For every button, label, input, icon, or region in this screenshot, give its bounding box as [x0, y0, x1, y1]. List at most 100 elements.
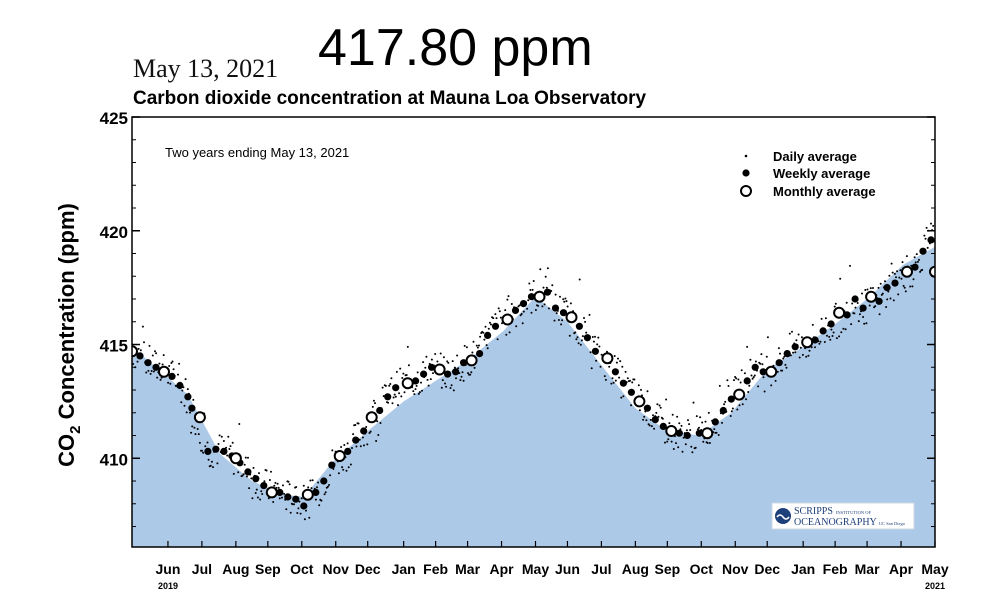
daily-point	[818, 342, 821, 345]
daily-point	[713, 428, 716, 431]
x-tick-label: Nov	[722, 561, 749, 577]
daily-point	[835, 337, 838, 340]
current-co2-reading: 417.80 ppm	[318, 19, 593, 77]
weekly-point	[244, 468, 252, 476]
daily-point	[177, 373, 179, 376]
daily-point	[583, 317, 585, 319]
daily-point	[830, 328, 833, 331]
daily-point	[231, 441, 234, 444]
daily-point	[630, 404, 633, 407]
weekly-point	[783, 350, 791, 358]
daily-point	[598, 345, 601, 348]
daily-point	[243, 463, 246, 466]
daily-point	[923, 234, 926, 237]
daily-point	[445, 385, 448, 388]
x-tick-label: Feb	[823, 561, 848, 577]
daily-point	[676, 415, 679, 418]
daily-point	[272, 501, 275, 503]
daily-point	[643, 415, 646, 418]
daily-point	[519, 314, 522, 317]
daily-point	[349, 463, 352, 466]
daily-point	[467, 372, 469, 375]
daily-point	[656, 403, 659, 406]
daily-point	[890, 262, 893, 265]
daily-point	[921, 268, 924, 271]
weekly-point	[320, 477, 328, 485]
daily-point	[504, 309, 507, 312]
daily-point	[650, 425, 653, 428]
daily-point	[738, 404, 741, 407]
logo-line1-main: SCRIPPS	[794, 506, 833, 517]
daily-point	[626, 377, 629, 380]
daily-point	[865, 322, 868, 325]
daily-point	[723, 403, 726, 406]
daily-point	[580, 339, 583, 342]
daily-point	[932, 224, 935, 227]
daily-point	[283, 492, 286, 495]
daily-point	[897, 293, 900, 296]
daily-point	[838, 335, 841, 338]
daily-point	[192, 398, 195, 401]
weekly-point	[695, 429, 703, 437]
daily-point	[152, 370, 155, 373]
weekly-point	[176, 381, 184, 390]
daily-point	[446, 360, 449, 363]
daily-point	[259, 498, 262, 501]
daily-point	[341, 466, 344, 469]
daily-point	[395, 370, 398, 373]
daily-point	[589, 351, 592, 354]
weekly-point	[328, 461, 336, 469]
daily-point	[624, 370, 627, 373]
daily-point	[845, 301, 848, 304]
daily-point	[143, 341, 145, 344]
daily-point	[432, 372, 434, 375]
x-year-label: 2019	[158, 581, 178, 591]
daily-point	[484, 325, 487, 328]
daily-point	[591, 336, 594, 338]
daily-point	[704, 420, 707, 423]
daily-point	[351, 447, 353, 449]
daily-point	[397, 404, 399, 407]
daily-point	[394, 395, 397, 398]
monthly-point	[801, 336, 814, 349]
daily-point	[851, 302, 854, 305]
daily-point	[688, 423, 691, 426]
daily-point	[288, 483, 291, 486]
daily-point	[372, 399, 375, 402]
daily-point	[162, 354, 165, 357]
x-tick-label: Nov	[323, 561, 350, 577]
daily-point	[579, 343, 582, 346]
daily-point	[352, 433, 355, 436]
daily-point	[478, 344, 480, 347]
daily-point	[158, 362, 161, 365]
daily-point	[156, 376, 159, 379]
daily-point	[412, 390, 415, 393]
daily-point	[903, 286, 906, 289]
daily-point	[774, 379, 777, 382]
daily-point	[320, 499, 323, 502]
daily-point	[151, 354, 154, 357]
weekly-point	[811, 336, 819, 344]
daily-point	[794, 351, 797, 354]
chart-title: Carbon dioxide concentration at Mauna Lo…	[133, 88, 647, 109]
x-tick-label: Dec	[754, 561, 780, 577]
daily-point	[149, 372, 152, 375]
daily-point	[561, 319, 564, 322]
daily-point	[260, 490, 263, 493]
daily-point	[450, 384, 453, 387]
daily-point	[864, 289, 867, 291]
y-tick-label: 425	[100, 109, 128, 128]
daily-point	[564, 297, 567, 300]
daily-point	[365, 426, 368, 428]
daily-point	[610, 382, 613, 385]
daily-point	[391, 402, 394, 405]
daily-point	[543, 303, 546, 306]
daily-point	[675, 442, 677, 445]
daily-point	[590, 367, 593, 370]
daily-point	[342, 468, 345, 471]
daily-point	[417, 392, 420, 395]
weekly-point	[875, 297, 883, 305]
daily-point	[405, 374, 408, 376]
daily-point	[899, 269, 902, 272]
daily-point	[407, 364, 410, 367]
